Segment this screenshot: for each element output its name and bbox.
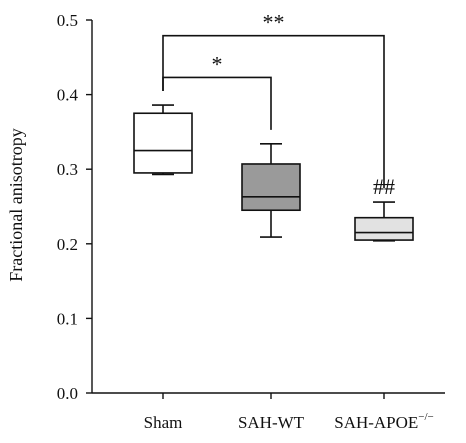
y-tick-label: 0.1 [57,309,78,328]
y-tick-label: 0.4 [57,86,79,105]
y-tick-label: 0.3 [57,160,78,179]
y-tick-label: 0.2 [57,235,78,254]
significance-label: * [212,51,223,76]
significance-bracket [162,34,385,189]
hash-marker: ## [373,174,395,199]
category-label-text: SAH-WT [238,413,305,432]
axes: 0.0 0.1 0.2 0.3 0.4 0.5 Sham SAH-WT SAH-APOE−/− [57,11,445,432]
category-label-superscript: −/− [418,411,433,423]
category-label-text: Sham [144,413,183,432]
boxes [133,104,414,242]
box-2 [241,143,301,238]
box-iqr [354,216,414,241]
significance-annotations: ***## [162,10,395,199]
category-label: SAH-APOE−/− [334,411,434,432]
box-iqr [241,163,301,212]
box-3 [354,201,414,242]
category-label-text: SAH-APOE [334,413,418,432]
box-iqr [133,112,193,174]
significance-label: ** [263,10,285,35]
y-tick-label: 0.5 [57,11,78,30]
y-axis-label: Fractional anisotropy [6,128,26,281]
box-1 [133,104,193,176]
y-tick-label: 0.0 [57,384,78,403]
category-label: SAH-WT [238,413,305,432]
category-label: Sham [144,413,183,432]
